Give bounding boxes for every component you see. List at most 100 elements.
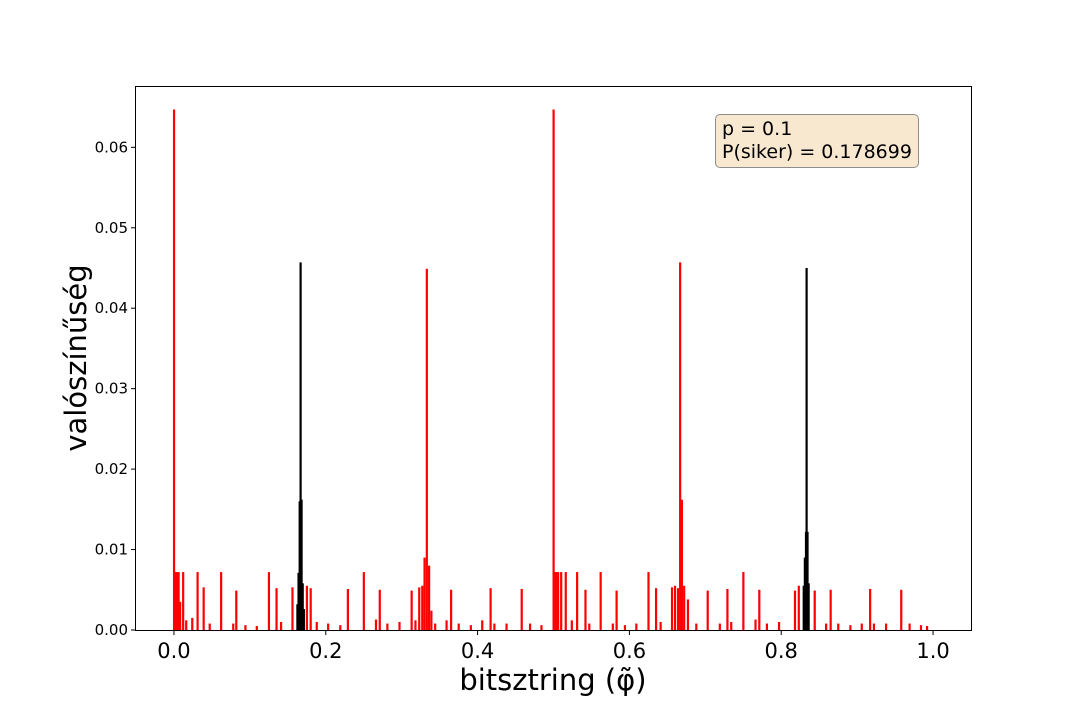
failure-bar: [584, 589, 587, 630]
success-bar: [301, 583, 304, 630]
failure-bar: [174, 572, 177, 630]
failure-bar: [267, 572, 271, 630]
y-tick-label: 0.02: [95, 460, 128, 478]
failure-bar: [425, 268, 428, 630]
failure-bar: [445, 620, 448, 630]
x-tick-label: 0.8: [765, 639, 798, 663]
failure-bar: [305, 585, 308, 630]
failure-bar: [670, 587, 674, 630]
y-tick-label: 0.03: [95, 380, 128, 398]
success-bar: [297, 572, 300, 630]
failure-bar: [872, 623, 876, 630]
failure-bar: [758, 589, 761, 630]
failure-bar: [849, 625, 852, 630]
failure-bar: [232, 623, 235, 630]
failure-bar: [555, 572, 558, 630]
y-tick-label: 0.01: [95, 541, 128, 559]
failure-bar: [825, 623, 828, 630]
failure-bar: [599, 572, 602, 630]
failure-bar: [588, 623, 591, 630]
failure-bar: [410, 590, 413, 630]
failure-bar: [398, 621, 401, 630]
plot-frame: [135, 86, 972, 631]
failure-bar: [726, 588, 729, 630]
failure-bar: [695, 623, 698, 630]
failure-bar: [680, 499, 683, 630]
failure-bar: [185, 620, 188, 630]
failure-bar: [908, 623, 911, 630]
x-tick-label: 0.4: [461, 639, 494, 663]
failure-bars: [172, 109, 929, 630]
failure-bar: [860, 623, 863, 630]
failure-bar: [765, 623, 768, 630]
failure-bar: [327, 623, 330, 630]
failure-bar: [611, 623, 614, 630]
success-bar: [299, 262, 302, 630]
y-axis: 0.00 0.01 0.02 0.03 0.04 0.05 0.06: [95, 138, 136, 639]
x-tick-label: 0.0: [157, 639, 190, 663]
failure-bar: [570, 620, 573, 630]
failure-bar: [279, 621, 283, 630]
failure-bar: [925, 625, 929, 630]
failure-bar: [457, 623, 460, 630]
success-bar: [807, 583, 810, 630]
failure-bar: [175, 572, 179, 630]
x-tick-label: 0.2: [309, 639, 342, 663]
failure-bar: [683, 585, 686, 630]
failure-bar: [339, 625, 342, 630]
failure-bar: [362, 572, 365, 630]
success-bar: [302, 609, 305, 630]
failure-bar: [423, 557, 426, 630]
failure-bar: [528, 623, 532, 630]
failure-bar: [718, 623, 721, 630]
failure-bar: [418, 587, 421, 630]
success-bar: [805, 268, 808, 630]
failure-bar: [346, 588, 349, 630]
failure-bar: [560, 572, 563, 630]
failure-bar: [489, 588, 492, 630]
failure-bar: [450, 589, 453, 630]
failure-bar: [554, 572, 557, 630]
failure-bar: [374, 619, 378, 630]
annotation-success-probability: P(siker) = 0.178699: [722, 141, 912, 163]
failure-bar: [434, 623, 437, 630]
failure-bar: [172, 109, 176, 630]
failure-bar: [837, 623, 840, 630]
failure-bar: [557, 572, 560, 630]
failure-bar: [430, 610, 433, 630]
success-bar: [803, 557, 806, 630]
failure-bar: [208, 623, 211, 630]
failure-bar: [686, 599, 690, 630]
x-axis-label: bitsztring (φ̃): [459, 663, 646, 697]
failure-bar: [742, 572, 745, 630]
failure-bar: [275, 588, 278, 630]
failure-bar: [900, 589, 903, 630]
success-bar: [802, 585, 805, 630]
failure-bar: [884, 623, 888, 630]
success-bars: [296, 262, 810, 630]
failure-bar: [177, 572, 180, 630]
failure-bar: [777, 621, 781, 630]
failure-bar: [291, 587, 294, 630]
failure-bar: [414, 620, 417, 630]
failure-bar: [576, 572, 579, 630]
failure-bar: [493, 623, 496, 630]
failure-bar: [428, 565, 431, 630]
failure-bar: [706, 590, 709, 630]
failure-bar: [813, 590, 816, 630]
y-tick-label: 0.05: [95, 219, 128, 237]
y-tick-label: 0.06: [95, 138, 128, 156]
success-bar: [806, 531, 809, 630]
failure-bar: [520, 588, 523, 630]
failure-bar: [179, 601, 182, 630]
failure-bar: [309, 588, 312, 630]
failure-bar: [220, 572, 223, 630]
failure-bar: [505, 623, 508, 630]
failure-bar: [421, 585, 424, 630]
failure-bar: [754, 619, 757, 630]
failure-bar: [676, 588, 680, 630]
failure-bar: [386, 623, 389, 630]
failure-bar: [315, 621, 318, 630]
failure-bar: [647, 572, 650, 630]
failure-bar: [635, 623, 638, 630]
